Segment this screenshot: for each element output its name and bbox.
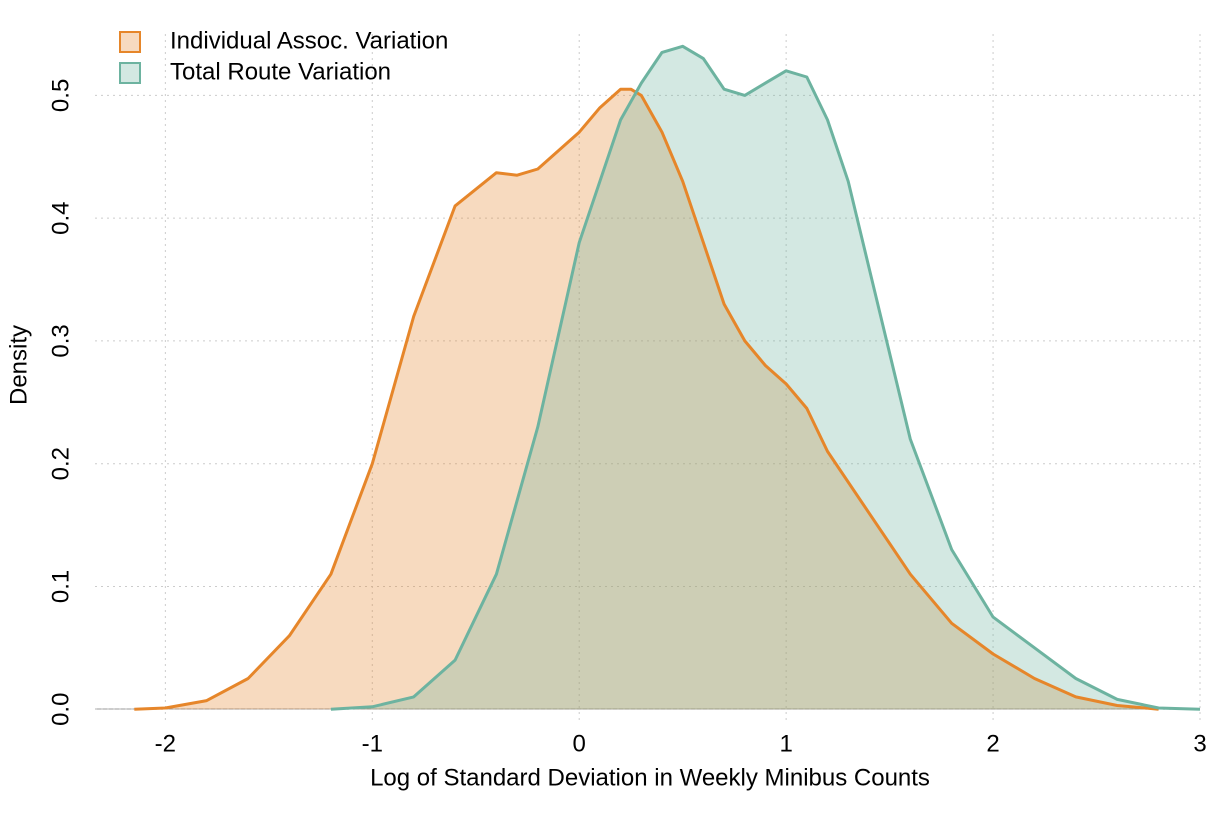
x-tick-label: -1 bbox=[362, 730, 383, 757]
y-axis-title: Density bbox=[5, 325, 32, 405]
y-tick-label: 0.1 bbox=[47, 570, 74, 603]
x-tick-label: 3 bbox=[1193, 730, 1206, 757]
y-tick-label: 0.2 bbox=[47, 447, 74, 480]
density-area bbox=[330, 46, 1200, 710]
density-line bbox=[134, 87, 1159, 711]
density-line bbox=[330, 44, 1201, 711]
legend-label: Individual Assoc. Variation bbox=[170, 27, 448, 54]
y-tick-label: 0.5 bbox=[47, 79, 74, 112]
x-tick-label: 0 bbox=[573, 730, 586, 757]
x-tick-label: 2 bbox=[986, 730, 999, 757]
x-tick-label: 1 bbox=[779, 730, 792, 757]
legend-swatch bbox=[119, 62, 141, 84]
density-area bbox=[134, 89, 1159, 710]
y-tick-label: 0.3 bbox=[47, 324, 74, 357]
x-tick-label: -2 bbox=[155, 730, 176, 757]
y-tick-label: 0.0 bbox=[47, 693, 74, 726]
legend-label: Total Route Variation bbox=[170, 58, 391, 85]
legend-swatch bbox=[119, 31, 141, 53]
x-axis-title: Log of Standard Deviation in Weekly Mini… bbox=[370, 764, 930, 791]
y-tick-label: 0.4 bbox=[47, 201, 74, 234]
